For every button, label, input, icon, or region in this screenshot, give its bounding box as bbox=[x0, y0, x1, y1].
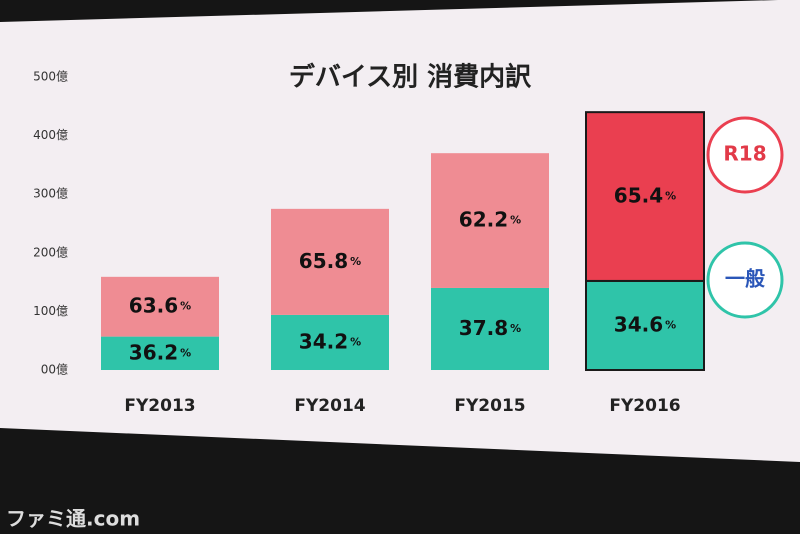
share-unit: % bbox=[665, 318, 676, 331]
y-tick-label: 400億 bbox=[33, 128, 68, 142]
bar-segment bbox=[431, 153, 549, 288]
share-label: 62.2% bbox=[459, 207, 521, 231]
legend-marker bbox=[706, 116, 784, 194]
share-label: 65.8% bbox=[299, 248, 361, 272]
share-unit: % bbox=[510, 322, 521, 335]
y-tick-label: 100億 bbox=[33, 304, 68, 318]
share-value: 34.2 bbox=[299, 329, 348, 353]
bar-segment bbox=[585, 279, 705, 372]
share-unit: % bbox=[665, 190, 676, 203]
y-tick-label: 500億 bbox=[33, 70, 68, 84]
share-unit: % bbox=[180, 346, 191, 359]
bar-segment bbox=[271, 314, 389, 370]
chart-title: デバイス別 消費内訳 bbox=[289, 62, 532, 93]
y-tick-label: 00億 bbox=[41, 363, 68, 377]
bar-segment bbox=[431, 287, 549, 370]
share-unit: % bbox=[510, 214, 521, 227]
x-tick-label: FY2015 bbox=[454, 396, 525, 416]
share-label: 34.6% bbox=[614, 312, 676, 336]
share-label: 36.2% bbox=[129, 340, 191, 364]
x-tick-label: FY2014 bbox=[294, 396, 365, 416]
y-tick-label: 200億 bbox=[33, 245, 68, 259]
share-label: 63.6% bbox=[129, 293, 191, 317]
share-label: 65.4% bbox=[614, 183, 676, 207]
x-tick-label: FY2016 bbox=[609, 396, 680, 416]
share-label: 37.8% bbox=[459, 315, 521, 339]
share-label: 34.2% bbox=[299, 329, 361, 353]
share-value: 65.4 bbox=[614, 183, 663, 207]
bar-segment bbox=[101, 276, 219, 337]
share-value: 34.6 bbox=[614, 312, 663, 336]
share-unit: % bbox=[350, 335, 361, 348]
watermark: ファミ通.com bbox=[6, 507, 140, 531]
share-value: 63.6 bbox=[129, 293, 178, 317]
legend-label: 一般 bbox=[725, 267, 765, 291]
share-value: 65.8 bbox=[299, 248, 348, 272]
share-value: 37.8 bbox=[459, 315, 508, 339]
legend-label: R18 bbox=[723, 142, 766, 166]
legend-marker bbox=[706, 241, 784, 319]
bar-segment bbox=[101, 336, 219, 370]
share-unit: % bbox=[350, 255, 361, 268]
share-value: 62.2 bbox=[459, 207, 508, 231]
y-tick-label: 300億 bbox=[33, 187, 68, 201]
x-tick-label: FY2013 bbox=[124, 396, 195, 416]
share-value: 36.2 bbox=[129, 340, 178, 364]
bar-segment bbox=[585, 111, 705, 282]
bar-segment bbox=[271, 208, 389, 315]
share-unit: % bbox=[180, 300, 191, 313]
